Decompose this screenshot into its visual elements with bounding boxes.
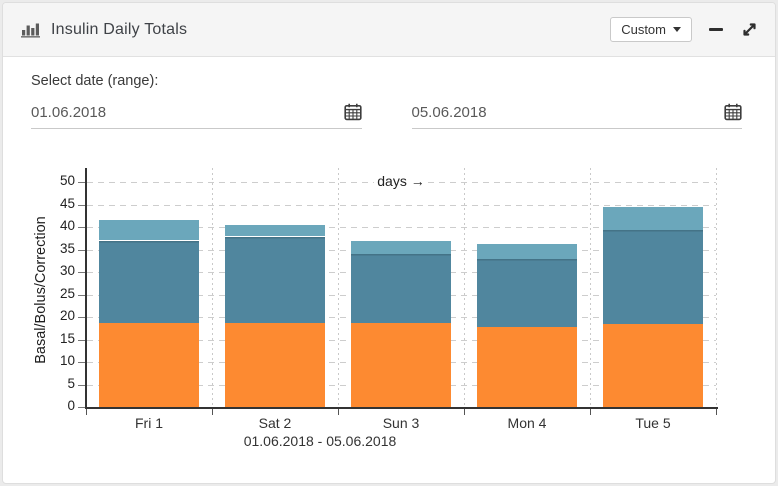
x-axis-line: [85, 407, 718, 409]
y-tick: [78, 339, 86, 341]
y-tick: [78, 384, 86, 386]
y-tick-label: 50: [59, 173, 75, 188]
bar-segment-bolus[interactable]: [351, 253, 451, 323]
bar-segment-correction[interactable]: [477, 244, 577, 259]
y-tick-label: 25: [59, 285, 75, 301]
collapse-icon[interactable]: [709, 28, 723, 31]
bar-segment-bolus[interactable]: [603, 229, 703, 325]
x-tick: [464, 409, 465, 415]
y-tick-label: 35: [59, 240, 75, 256]
date-range-label: Select date (range):: [31, 73, 159, 89]
bar-segment-basal[interactable]: [477, 326, 577, 407]
x-tick: [212, 409, 213, 415]
y-tick: [78, 407, 86, 408]
y-tick-label: 5: [67, 375, 75, 391]
y-tick-label: 0: [67, 398, 75, 413]
x-gridline: [464, 168, 465, 407]
bar-segment-bolus[interactable]: [477, 259, 577, 327]
bar-segment-basal[interactable]: [351, 322, 451, 407]
x-category-label: Fri 1: [135, 415, 163, 431]
x-tick: [338, 409, 339, 415]
bar-segment-bolus[interactable]: [225, 236, 325, 323]
y-axis-line: [85, 168, 87, 408]
panel-title: Insulin Daily Totals: [51, 20, 188, 38]
bar-segment-correction[interactable]: [351, 241, 451, 254]
x-gridline: [338, 168, 339, 407]
bar-segment-correction[interactable]: [99, 219, 199, 241]
expand-icon[interactable]: [740, 20, 759, 39]
bar-segment-bolus[interactable]: [99, 240, 199, 323]
x-tick: [716, 409, 717, 415]
start-date-input[interactable]: [31, 103, 251, 121]
calendar-icon[interactable]: [724, 103, 742, 121]
x-gridline: [590, 168, 591, 407]
date-range-row: [31, 103, 742, 129]
bar-segment-correction[interactable]: [603, 207, 703, 230]
calendar-icon[interactable]: [343, 103, 362, 121]
bar-segment-correction[interactable]: [225, 225, 325, 237]
y-axis-title: Basal/Bolus/Correction: [33, 216, 49, 364]
x-tick: [86, 409, 87, 415]
panel-content: Select date (range):: [3, 57, 775, 455]
y-gridline: [87, 227, 716, 228]
days-annotation: days →: [86, 173, 716, 189]
y-tick: [78, 249, 86, 251]
y-tick: [78, 317, 86, 318]
x-axis-range-label: 01.06.2018 - 05.06.2018: [243, 433, 397, 449]
y-tick-label: 10: [59, 353, 75, 368]
y-tick-label: 30: [59, 263, 75, 278]
bar-segment-basal[interactable]: [225, 322, 325, 407]
caret-down-icon: [673, 27, 681, 32]
x-category-label: Sat 2: [258, 415, 292, 431]
end-date-input[interactable]: [411, 103, 632, 121]
y-gridline: [87, 204, 716, 206]
y-tick-label: 15: [59, 330, 75, 346]
y-tick-label: 20: [59, 308, 75, 323]
insulin-daily-totals-chart: 0 5 10 15 20 25 30 35 40 45 50 Fri 1 Sat 2 Sun 3 Mon 4…: [3, 155, 775, 455]
y-tick-label: 40: [59, 218, 75, 233]
y-tick: [78, 294, 86, 296]
y-tick-label: 45: [59, 195, 75, 211]
bar-chart-icon: [21, 21, 41, 38]
x-gridline: [212, 168, 213, 407]
bar-segment-basal[interactable]: [99, 322, 199, 407]
x-tick: [590, 409, 591, 415]
x-category-label: Mon 4: [507, 415, 547, 431]
end-date-field[interactable]: [411, 103, 742, 129]
panel-header-controls: Custom: [610, 17, 759, 42]
range-selector-dropdown[interactable]: Custom: [610, 17, 692, 42]
days-annotation-text: days →: [374, 173, 428, 189]
bar-segment-basal[interactable]: [603, 324, 703, 407]
panel-header-left: Insulin Daily Totals: [21, 21, 187, 39]
x-category-label: Tue 5: [635, 415, 671, 431]
y-tick: [78, 362, 86, 363]
x-gridline: [716, 168, 717, 407]
x-category-label: Sun 3: [382, 415, 420, 431]
start-date-field[interactable]: [31, 103, 362, 129]
panel-header: Insulin Daily Totals Custom: [3, 3, 775, 57]
y-tick: [78, 272, 86, 273]
y-tick: [78, 227, 86, 228]
range-selector-label: Custom: [621, 22, 666, 37]
y-tick: [78, 182, 86, 183]
y-tick: [78, 204, 86, 206]
